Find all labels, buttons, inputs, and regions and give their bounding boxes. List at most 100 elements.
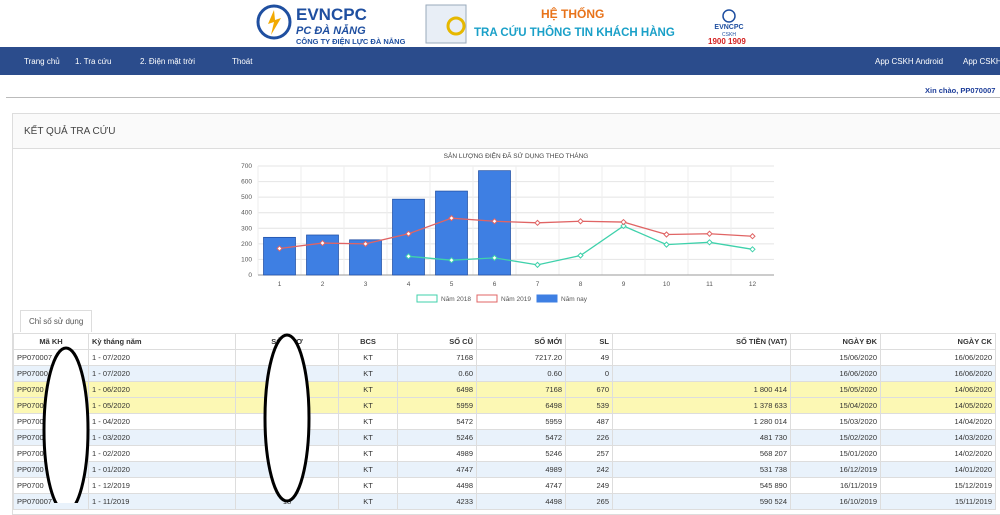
logo-bolt (268, 10, 281, 35)
doc-icon (425, 4, 467, 44)
x-tick-label: 9 (622, 281, 626, 288)
column-header: Mã KH (13, 333, 89, 350)
x-tick-label: 1 (278, 281, 282, 288)
small-logo (722, 9, 736, 23)
table-cell (612, 365, 791, 382)
marker (405, 230, 412, 237)
navbar: Trang chủ 1. Tra cứu 2. Điện mặt trời Th… (0, 47, 1000, 75)
legend-item: Năm 2019 (476, 294, 531, 303)
table-cell: 15/02/2020 (790, 429, 881, 446)
table-cell: KT (338, 429, 398, 446)
nav-item[interactable]: 1. Tra cứu (75, 57, 112, 66)
marker (706, 239, 713, 246)
legend-item: Năm nay (536, 294, 588, 303)
legend-swatch (536, 294, 558, 303)
marker (319, 239, 326, 247)
bar (392, 198, 425, 276)
hotline: 1900 1909 (708, 37, 746, 46)
banner-art: EVNCPC PC ĐÀ NẴNG CÔNG TY ĐIỆN LỰC ĐÀ NẴ… (256, 4, 746, 46)
divider (6, 97, 1000, 98)
column-header: NGÀY ĐK (790, 333, 881, 350)
marker (577, 252, 584, 259)
marker (663, 241, 670, 248)
y-tick-label: 200 (241, 241, 252, 248)
x-tick-label: 3 (364, 281, 368, 288)
greeting: Xin chào, PP070007 (925, 86, 996, 95)
marker (448, 256, 455, 264)
table-cell: 14/01/2020 (880, 461, 996, 478)
table-cell: 16/06/2020 (880, 365, 996, 382)
table-cell: 0.60 (476, 365, 566, 382)
table-cell: 1 - 05/2020 (88, 397, 236, 414)
table-cell: 481 730 (612, 429, 791, 446)
company: CÔNG TY ĐIỆN LỰC ĐÀ NẴNG (296, 37, 406, 46)
table-cell: 242 (565, 461, 613, 478)
magnifier (446, 16, 466, 36)
legend-label: Năm 2019 (501, 296, 531, 303)
x-tick-label: 5 (450, 281, 454, 288)
table-cell: KT (338, 365, 398, 382)
table-cell: 7168 (476, 381, 566, 398)
marker (448, 214, 455, 222)
system: HỆ THỐNG (541, 6, 604, 21)
marker (405, 253, 412, 260)
marker (362, 240, 369, 248)
y-tick-label: 100 (241, 256, 252, 263)
nav-item[interactable]: App CSKH Android (875, 57, 944, 66)
nav-item[interactable]: Thoát (232, 57, 253, 66)
column-header: SỐ CŨ (397, 333, 477, 350)
column-header: NGÀY CK (880, 333, 996, 350)
panel-header (13, 114, 1000, 149)
table-cell: 15/04/2020 (790, 397, 881, 414)
panel-title: KẾT QUẢ TRA CỨU (24, 126, 116, 137)
x-tick-label: 12 (749, 281, 757, 288)
x-tick-label: 2 (321, 281, 325, 288)
marker (663, 231, 670, 238)
x-tick-label: 11 (706, 281, 713, 288)
marker (577, 218, 584, 225)
table-cell: 5472 (476, 429, 566, 446)
legend-label: Năm nay (561, 296, 588, 303)
nav-item[interactable]: Trang chủ (24, 57, 60, 66)
redaction (263, 333, 311, 503)
nav-item[interactable]: 2. Điện mặt trời (140, 57, 196, 66)
marker (534, 261, 541, 269)
x-tick-label: 6 (493, 281, 497, 288)
page: {"header":{"brand":"EVNCPC","company_sho… (0, 4, 1000, 515)
tab[interactable]: Chỉ số sử dụng (20, 310, 93, 332)
table-cell: 539 (565, 397, 613, 414)
cskh: CSKH (722, 32, 736, 38)
table-cell: 531 738 (612, 461, 791, 478)
marker (620, 218, 627, 226)
table-cell: 1 - 01/2020 (88, 461, 236, 478)
chart-title: SẢN LƯỢNG ĐIỆN ĐÃ SỬ DỤNG THEO THÁNG (444, 151, 589, 160)
redaction-overlay (42, 333, 311, 503)
line (279, 217, 753, 250)
table-cell: 226 (565, 429, 613, 446)
column-header: Kỳ tháng năm (88, 333, 236, 350)
y-tick-label: 300 (241, 225, 252, 232)
marker (276, 245, 283, 252)
nav-item[interactable]: App CSKH (963, 57, 1000, 66)
y-tick-label: 700 (241, 163, 252, 170)
x-tick-label: 7 (536, 281, 540, 288)
table-cell: 14/03/2020 (880, 429, 996, 446)
marker (706, 230, 713, 237)
company-short: PC ĐÀ NẴNG (296, 24, 366, 37)
marker (749, 246, 756, 253)
table-row: PP0700 1 - 01/2020 KT 4747 4989 242 531 738 16/… (13, 461, 996, 478)
column-header: SỐ MỚI (476, 333, 566, 350)
table-cell: 14/06/2020 (880, 381, 996, 398)
table-cell: 1 - 07/2020 (88, 365, 236, 382)
y-tick-label: 500 (241, 194, 252, 201)
marker (491, 254, 498, 262)
chart: SẢN LƯỢNG ĐIỆN ĐÃ SỬ DỤNG THEO THÁNG 0 100… (241, 151, 774, 303)
column-header: BCS (338, 333, 398, 350)
table-cell: 0 (565, 365, 613, 382)
table-row: PP0700 1 - 02/2020 KT 4989 5246 257 568 207 15/… (13, 445, 996, 462)
legend-swatch (476, 294, 498, 303)
table-cell: 16/12/2019 (790, 461, 881, 478)
system-name: TRA CỨU THÔNG TIN KHÁCH HÀNG (474, 26, 675, 39)
marker (491, 218, 498, 225)
